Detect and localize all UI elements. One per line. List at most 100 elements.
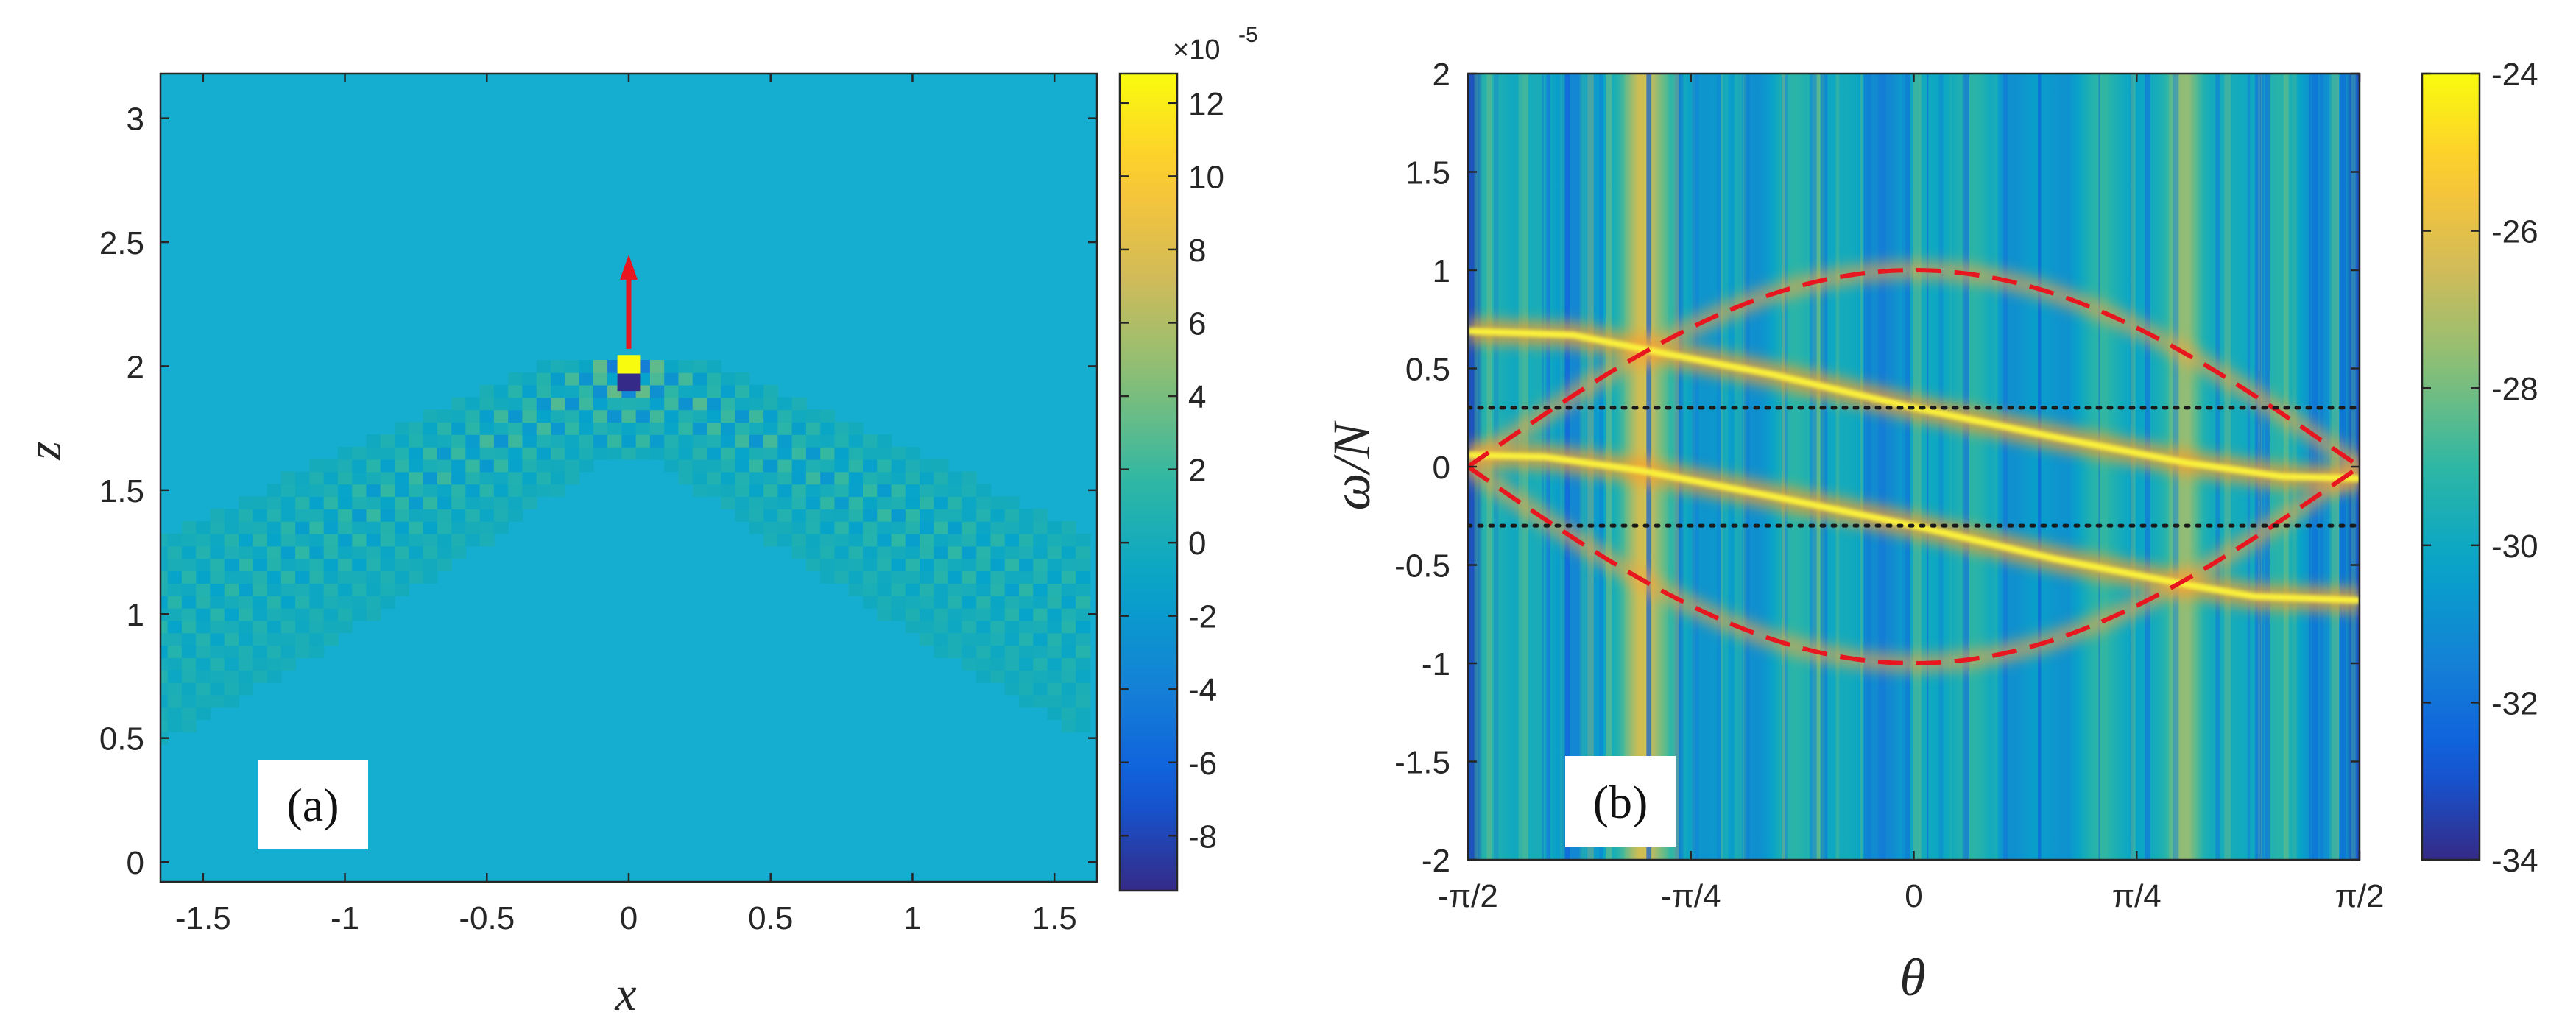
wave-field-cell (196, 570, 211, 584)
wave-field-cell (721, 372, 736, 386)
wave-field-cell (905, 484, 920, 498)
wave-field-cell (267, 657, 282, 671)
force-arrow-head (620, 254, 638, 280)
wave-field-cell (409, 434, 424, 448)
wave-field-cell (777, 533, 793, 547)
wave-field-cell (1047, 583, 1062, 596)
wave-field-cell (805, 520, 821, 534)
panel-a-wave-field (160, 355, 1091, 745)
wave-field-cell (465, 471, 481, 485)
wave-field-cell (366, 583, 381, 596)
wave-field-cell (920, 545, 935, 559)
wave-field-cell (267, 533, 282, 547)
wave-field-cell (224, 682, 239, 696)
wave-field-cell (267, 545, 282, 559)
wave-field-cell (877, 446, 892, 460)
wave-field-cell (253, 558, 268, 572)
wave-field-cell (423, 509, 438, 522)
spectrum-stripe (1721, 74, 1723, 860)
wave-field-cell (409, 484, 424, 498)
wave-field-cell (210, 632, 225, 646)
wave-field-cell (522, 484, 537, 498)
wave-field-cell (877, 496, 892, 509)
spectrum-stripe (1926, 74, 1929, 860)
wave-field-cell (196, 632, 211, 646)
wave-field-cell (905, 520, 920, 534)
wave-field-cell (692, 434, 707, 448)
wave-field-cell (1033, 583, 1048, 596)
wave-field-cell (160, 694, 169, 708)
colorbar-b-tick-label: -30 (2491, 529, 2538, 565)
wave-field-cell (181, 558, 197, 572)
wave-field-cell (224, 694, 239, 708)
wave-field-cell (735, 422, 750, 435)
wave-field-cell (621, 434, 637, 448)
wave-field-cell (848, 570, 864, 584)
wave-field-cell (649, 384, 665, 398)
wave-field-cell (451, 397, 467, 411)
wave-field-cell (451, 409, 467, 423)
wave-field-cell (522, 446, 537, 460)
wave-field-cell (863, 583, 878, 596)
wave-field-cell (337, 607, 353, 621)
wave-field-cell (976, 558, 992, 572)
wave-field-cell (167, 558, 183, 572)
wave-field-cell (536, 384, 551, 398)
spectrum-stripe (1991, 74, 1997, 860)
wave-field-cell (934, 509, 949, 522)
spectrum-stripe (1949, 74, 1952, 860)
wave-field-cell (1004, 496, 1020, 509)
wave-field-cell (210, 583, 225, 596)
wave-field-cell (1019, 645, 1034, 658)
wave-field-cell (678, 434, 694, 448)
wave-field-cell (905, 620, 920, 634)
wave-field-cell (891, 446, 906, 460)
spectrum-stripe (1878, 74, 1886, 860)
wave-field-cell (295, 496, 311, 509)
wave-field-cell (239, 545, 254, 559)
wave-field-cell (352, 570, 367, 584)
wave-field-cell (224, 558, 239, 572)
wave-field-cell (664, 372, 680, 386)
wave-field-cell (210, 558, 225, 572)
wave-field-cell (1076, 719, 1091, 733)
wave-field-cell (465, 509, 481, 522)
dispersion-curve (1468, 267, 2360, 469)
wave-field-cell (805, 434, 821, 448)
wave-field-cell (649, 372, 665, 386)
y-tick-label: -1 (1422, 646, 1450, 682)
wave-field-cell (323, 459, 339, 473)
wave-field-cell (323, 595, 339, 609)
wave-field-cell (678, 384, 694, 398)
wave-field-cell (366, 558, 381, 572)
wave-field-cell (749, 520, 764, 534)
wave-field-cell (423, 434, 438, 448)
wave-field-cell (961, 583, 977, 596)
wave-field-cell (409, 422, 424, 435)
wave-field-cell (437, 545, 452, 559)
wave-field-cell (961, 496, 977, 509)
wave-field-cell (820, 409, 836, 423)
wave-field-cell (239, 682, 254, 696)
wave-field-cell (891, 570, 906, 584)
wave-field-cell (224, 670, 239, 683)
wave-field-cell (990, 657, 1006, 671)
wave-field-cell (423, 422, 438, 435)
wave-field-cell (1019, 509, 1034, 522)
wave-field-cell (451, 446, 467, 460)
spectrum-stripe (1716, 74, 1721, 860)
wave-field-cell (522, 397, 537, 411)
wave-field-cell (239, 583, 254, 596)
wave-field-cell (551, 459, 566, 473)
wave-field-cell (196, 595, 211, 609)
wave-field-cell (493, 484, 509, 498)
wave-field-cell (239, 645, 254, 658)
wave-field-cell (976, 509, 992, 522)
wave-field-cell (1004, 657, 1020, 671)
wave-field-cell (1047, 558, 1062, 572)
wave-field-cell (366, 496, 381, 509)
wave-field-cell (508, 459, 523, 473)
wave-field-cell (267, 645, 282, 658)
wave-field-cell (1047, 533, 1062, 547)
wave-field-cell (160, 670, 169, 683)
